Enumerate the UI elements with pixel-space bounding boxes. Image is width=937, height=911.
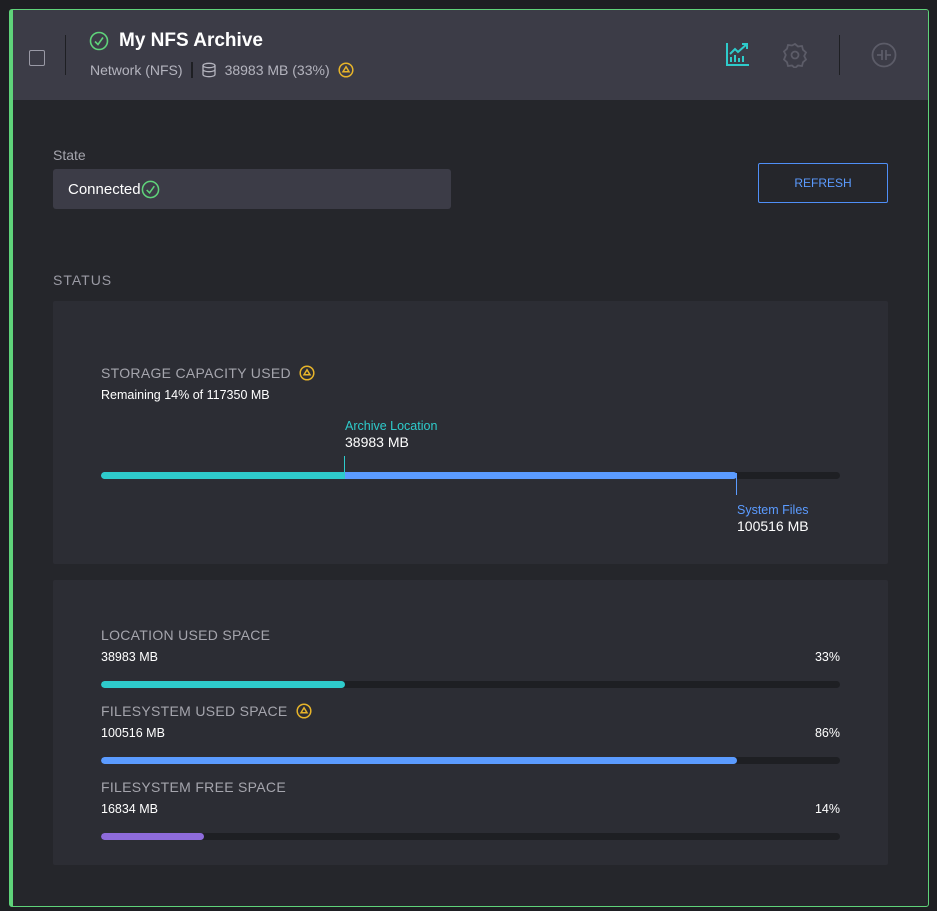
divider xyxy=(839,35,840,75)
check-circle-icon xyxy=(141,180,159,198)
subtitle-row: Network (NFS) 38983 MB (33%) xyxy=(90,62,354,78)
metric-title-row: LOCATION USED SPACE xyxy=(101,627,270,643)
disconnect-icon xyxy=(871,42,897,68)
metric-percent: 86% xyxy=(814,726,840,740)
capacity-remaining: Remaining 14% of 117350 MB xyxy=(101,388,270,402)
state-value: Connected xyxy=(68,180,141,198)
divider xyxy=(190,62,193,78)
chart-icon xyxy=(726,43,749,66)
disconnect-button[interactable] xyxy=(869,40,899,70)
metric-fill xyxy=(101,757,737,764)
capacity-panel: STORAGE CAPACITY USED Remaining 14% of 1… xyxy=(53,301,888,564)
database-icon xyxy=(201,62,216,78)
metric-value: 100516 MB xyxy=(101,726,165,740)
usage-text: 38983 MB (33%) xyxy=(224,62,330,78)
warning-icon xyxy=(299,365,315,381)
metric-percent: 33% xyxy=(814,650,840,664)
warning-icon xyxy=(295,703,312,719)
gear-icon xyxy=(782,42,808,68)
metric-bar xyxy=(101,681,840,688)
refresh-button[interactable]: REFRESH xyxy=(758,163,888,203)
metric-value: 16834 MB xyxy=(101,802,158,816)
archive-marker xyxy=(344,456,345,473)
metric-title: LOCATION USED SPACE xyxy=(101,627,271,643)
state-field: Connected xyxy=(53,169,451,209)
metric-bar xyxy=(101,757,840,764)
archive-card: My NFS Archive Network (NFS) 38983 MB (3… xyxy=(9,9,929,907)
space-panel: LOCATION USED SPACE 38983 MB 33% FILESYS… xyxy=(53,580,888,865)
metric-title: FILESYSTEM FREE SPACE xyxy=(101,779,286,795)
metric-title: FILESYSTEM USED SPACE xyxy=(101,703,288,719)
metric-value: 38983 MB xyxy=(101,650,158,664)
metric-percent: 14% xyxy=(814,802,840,816)
archive-location-label: Archive Location xyxy=(345,419,438,433)
metric-bar xyxy=(101,833,840,840)
check-circle-icon xyxy=(89,31,109,51)
select-checkbox[interactable] xyxy=(29,50,45,66)
settings-button[interactable] xyxy=(780,40,810,70)
archive-location-value: 38983 MB xyxy=(345,434,409,450)
system-files-value: 100516 MB xyxy=(737,518,809,534)
stats-button[interactable] xyxy=(723,40,753,70)
archive-type: Network (NFS) xyxy=(90,62,183,78)
divider xyxy=(65,35,66,75)
metric-title-row: FILESYSTEM FREE SPACE xyxy=(101,779,286,795)
metric-fill xyxy=(101,681,345,688)
capacity-title: STORAGE CAPACITY USED xyxy=(101,365,291,381)
card-header: My NFS Archive Network (NFS) 38983 MB (3… xyxy=(13,10,928,100)
capacity-title-row: STORAGE CAPACITY USED xyxy=(101,365,315,381)
system-files-fill xyxy=(101,472,737,479)
system-files-marker xyxy=(736,473,737,495)
archive-title: My NFS Archive xyxy=(119,30,263,51)
capacity-bar xyxy=(101,472,840,479)
system-files-label: System Files xyxy=(737,503,809,517)
state-label: State xyxy=(53,147,86,163)
metric-title-row: FILESYSTEM USED SPACE xyxy=(101,703,312,719)
warning-icon xyxy=(338,62,354,78)
archive-fill xyxy=(101,472,345,479)
title-row: My NFS Archive xyxy=(89,30,263,52)
metric-fill xyxy=(101,833,205,840)
status-heading: STATUS xyxy=(53,272,113,288)
